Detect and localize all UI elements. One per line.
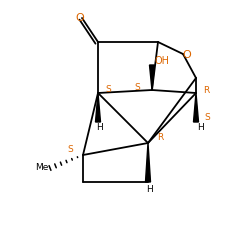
Text: S: S: [105, 85, 111, 94]
Text: Me: Me: [35, 164, 49, 173]
Text: H: H: [97, 123, 103, 132]
Polygon shape: [194, 93, 199, 122]
Text: H: H: [198, 123, 204, 132]
Text: H: H: [147, 184, 153, 193]
Text: S: S: [134, 82, 140, 91]
Text: OH: OH: [154, 56, 169, 66]
Text: R: R: [203, 86, 209, 95]
Text: S: S: [67, 146, 73, 155]
Text: O: O: [76, 13, 84, 23]
Text: R: R: [157, 133, 163, 142]
Polygon shape: [146, 143, 151, 182]
Text: O: O: [183, 50, 191, 60]
Text: S: S: [204, 113, 210, 122]
Polygon shape: [96, 93, 101, 122]
Polygon shape: [150, 65, 154, 90]
